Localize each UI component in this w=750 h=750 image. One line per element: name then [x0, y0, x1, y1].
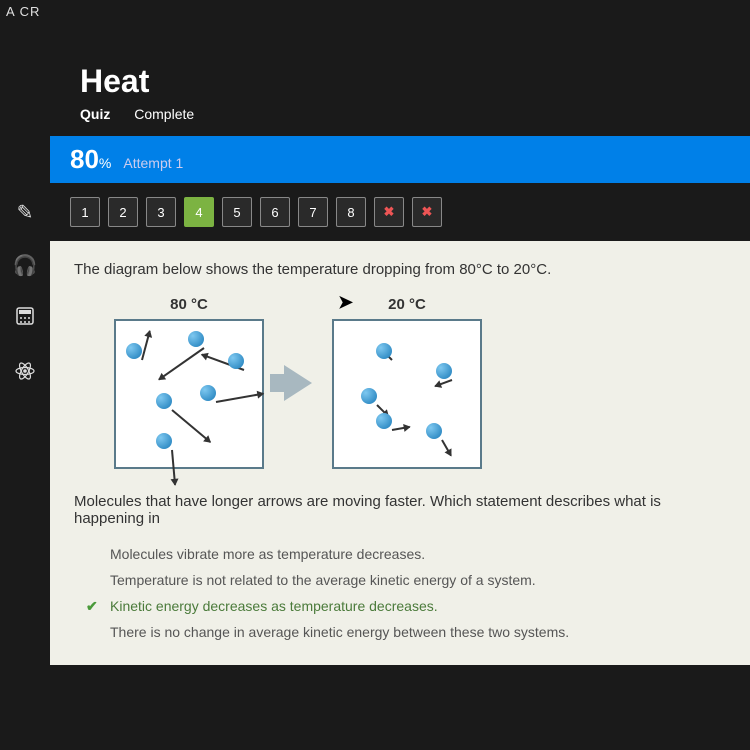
nav-q-4[interactable]: 4: [184, 197, 214, 227]
quiz-label: Quiz: [80, 106, 110, 122]
calculator-icon[interactable]: [15, 306, 35, 332]
nav-q-1[interactable]: 1: [70, 197, 100, 227]
question-stem: Molecules that have longer arrows are mo…: [74, 493, 726, 527]
answer-option[interactable]: Molecules vibrate more as temperature de…: [84, 541, 726, 567]
molecule: [376, 413, 392, 429]
arrow-icon: [284, 365, 312, 401]
nav-q-9[interactable]: ✖: [374, 197, 404, 227]
nav-q-7[interactable]: 7: [298, 197, 328, 227]
velocity-arrow: [392, 426, 410, 431]
question-intro: The diagram below shows the temperature …: [74, 261, 726, 278]
molecule: [436, 363, 452, 379]
diagram-left: 80 °C: [114, 296, 264, 469]
status-label: Complete: [134, 106, 194, 122]
molecule: [188, 331, 204, 347]
nav-q-6[interactable]: 6: [260, 197, 290, 227]
nav-q-8[interactable]: 8: [336, 197, 366, 227]
answer-list: Molecules vibrate more as temperature de…: [84, 541, 726, 645]
diagram-box-right: [332, 319, 482, 469]
molecule: [228, 353, 244, 369]
nav-q-2[interactable]: 2: [108, 197, 138, 227]
nav-q-5[interactable]: 5: [222, 197, 252, 227]
molecule: [126, 343, 142, 359]
molecule: [156, 393, 172, 409]
velocity-arrow: [158, 347, 204, 380]
velocity-arrow: [171, 409, 211, 443]
molecule: [376, 343, 392, 359]
score-value: 80: [70, 144, 99, 175]
molecule: [156, 433, 172, 449]
side-toolbar: ✎ 🎧: [0, 200, 50, 388]
diagram-row: 80 °C 20 °C ➤: [114, 296, 726, 469]
velocity-arrow: [141, 331, 151, 360]
answer-option[interactable]: Kinetic energy decreases as temperature …: [84, 593, 726, 619]
velocity-arrow: [216, 393, 264, 403]
page-title: Heat: [80, 63, 750, 100]
molecule: [200, 385, 216, 401]
attempt-label: Attempt 1: [123, 155, 183, 171]
main: Heat Quiz Complete 80% Attempt 1 1234567…: [50, 23, 750, 665]
question-nav: 12345678 ✖ ✖: [50, 183, 750, 241]
atom-icon[interactable]: [14, 360, 36, 388]
subtitle: Quiz Complete: [80, 106, 750, 122]
score-bar: 80% Attempt 1: [50, 136, 750, 183]
score-pct: %: [99, 155, 111, 171]
nav-q-3[interactable]: 3: [146, 197, 176, 227]
diagram-left-label: 80 °C: [114, 296, 264, 313]
pencil-icon[interactable]: ✎: [17, 200, 34, 225]
answer-option[interactable]: Temperature is not related to the averag…: [84, 567, 726, 593]
diagram-box-left: [114, 319, 264, 469]
velocity-arrow: [171, 450, 176, 485]
diagram-right-label: 20 °C ➤: [332, 296, 482, 313]
molecule: [426, 423, 442, 439]
molecule: [361, 388, 377, 404]
diagram-right: 20 °C ➤: [332, 296, 482, 469]
cursor-icon: ➤: [338, 292, 353, 313]
answer-option[interactable]: There is no change in average kinetic en…: [84, 619, 726, 645]
headphones-icon[interactable]: 🎧: [13, 253, 38, 278]
velocity-arrow: [435, 379, 453, 387]
velocity-arrow: [441, 440, 452, 457]
nav-q-10[interactable]: ✖: [412, 197, 442, 227]
question-content: The diagram below shows the temperature …: [50, 241, 750, 665]
top-bar: A CR: [0, 0, 750, 23]
